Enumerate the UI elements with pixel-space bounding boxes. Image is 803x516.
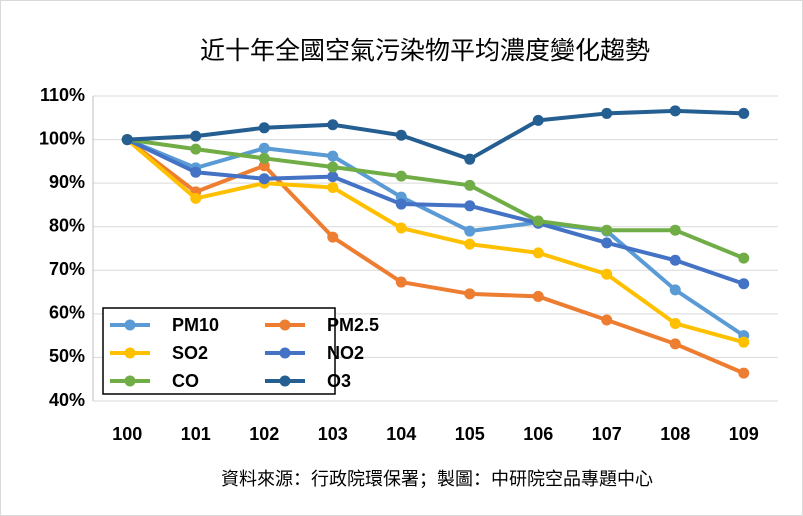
series-line <box>126 137 745 260</box>
series-line <box>126 137 745 375</box>
data-point <box>395 276 407 288</box>
x-tick-label: 108 <box>660 424 690 444</box>
data-point <box>327 182 339 193</box>
y-tick-label: 90% <box>49 172 85 192</box>
data-point <box>738 367 750 379</box>
data-point <box>258 142 270 154</box>
legend-label: PM2.5 <box>327 315 379 335</box>
data-point <box>669 317 681 329</box>
legend-label: CO <box>172 371 199 391</box>
data-point <box>327 161 339 173</box>
data-point <box>669 105 681 117</box>
data-point <box>669 284 681 296</box>
y-tick-label: 50% <box>49 346 85 366</box>
data-point <box>327 119 339 131</box>
data-point <box>327 171 339 183</box>
data-point <box>532 114 544 126</box>
y-tick-label: 100% <box>39 128 85 148</box>
data-point <box>395 129 407 141</box>
series-line <box>127 108 744 162</box>
data-point <box>190 166 202 178</box>
series-line <box>126 137 745 338</box>
x-tick-label: 100 <box>112 424 142 444</box>
data-point <box>738 252 750 264</box>
legend-marker <box>279 375 291 387</box>
x-tick-label: 107 <box>592 424 622 444</box>
data-point <box>464 179 476 191</box>
y-tick-label: 40% <box>49 390 85 410</box>
series-line <box>125 138 745 345</box>
legend-label: SO2 <box>172 343 208 363</box>
data-point <box>258 122 270 134</box>
series-line <box>126 137 745 286</box>
data-point <box>327 150 339 162</box>
x-tick-label: 102 <box>249 424 279 444</box>
data-point <box>464 153 476 165</box>
source-note: 資料來源：行政院環保署；製圖：中研院空品專題中心 <box>221 469 653 490</box>
x-tick-label: 104 <box>386 424 416 444</box>
data-point <box>669 224 681 236</box>
legend-marker <box>124 347 136 359</box>
legend-marker <box>279 347 291 359</box>
data-point <box>738 336 750 348</box>
legend-marker <box>279 319 291 331</box>
data-point <box>395 170 407 182</box>
x-tick-label: 103 <box>318 424 348 444</box>
data-point <box>464 288 476 300</box>
data-point <box>669 254 681 266</box>
y-tick-label: 60% <box>49 303 85 323</box>
legend-label: NO2 <box>327 343 364 363</box>
x-tick-label: 105 <box>455 424 485 444</box>
data-point <box>601 268 613 280</box>
y-tick-label: 80% <box>49 215 85 235</box>
data-point <box>190 192 202 204</box>
x-tick-label: 106 <box>523 424 553 444</box>
legend-label: PM10 <box>172 315 219 335</box>
data-point <box>464 225 476 237</box>
legend-marker <box>124 375 136 387</box>
data-point <box>601 107 613 119</box>
data-point <box>395 198 407 210</box>
data-point <box>464 200 476 212</box>
chart-title: 近十年全國空氣污染物平均濃度變化趨勢 <box>200 36 650 65</box>
data-point <box>258 173 270 185</box>
data-point <box>601 224 613 236</box>
data-point <box>395 222 407 234</box>
x-tick-label: 101 <box>181 424 211 444</box>
data-point <box>327 231 339 243</box>
y-tick-label: 70% <box>49 259 85 279</box>
data-point <box>532 247 544 259</box>
data-point <box>738 107 750 119</box>
data-point <box>669 338 681 350</box>
data-point <box>738 278 750 290</box>
data-point <box>601 237 613 249</box>
data-point <box>258 152 270 164</box>
legend-marker <box>124 319 136 331</box>
data-point <box>464 238 476 250</box>
data-point <box>190 130 202 142</box>
data-point <box>121 134 133 146</box>
data-point <box>532 290 544 302</box>
data-point <box>532 215 544 227</box>
legend-label: O3 <box>327 371 351 391</box>
x-tick-label: 109 <box>729 424 759 444</box>
y-tick-label: 110% <box>40 85 85 105</box>
data-point <box>190 143 202 155</box>
data-point <box>601 314 613 326</box>
